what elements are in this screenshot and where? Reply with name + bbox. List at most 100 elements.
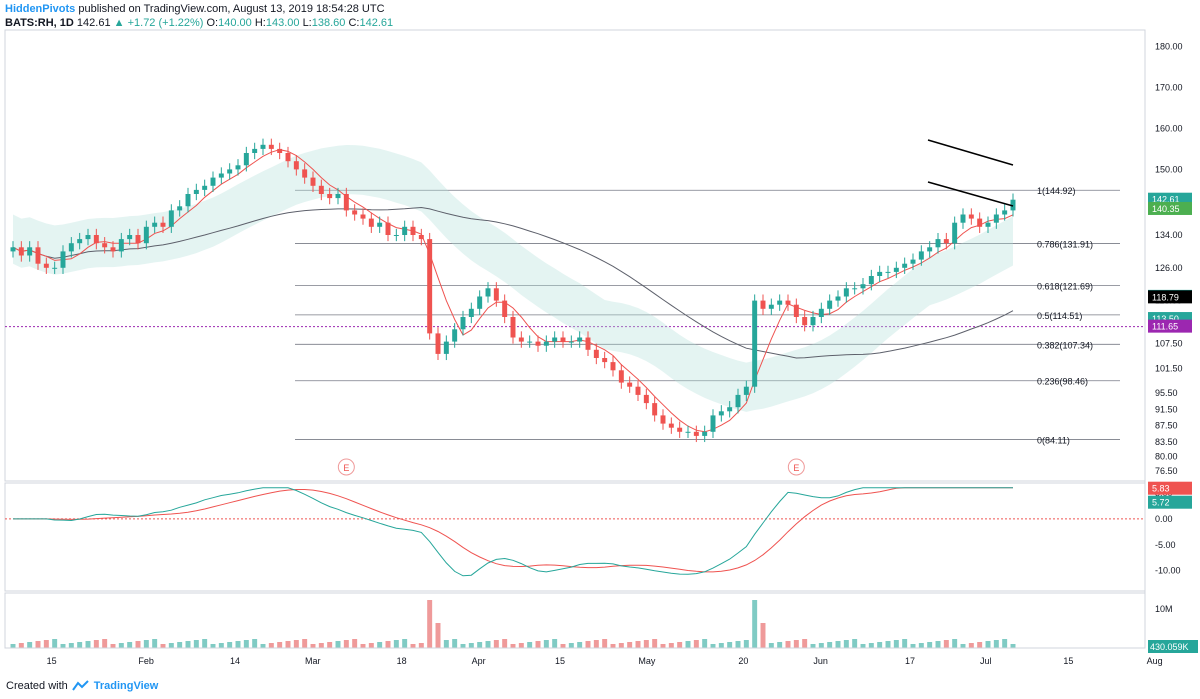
volume-bar [485, 641, 491, 648]
volume-bar [1002, 639, 1008, 648]
volume-bar [527, 642, 533, 648]
price-tick-label: 180.00 [1155, 41, 1183, 51]
volume-bar [793, 640, 799, 648]
price-tick-label: 150.00 [1155, 164, 1183, 174]
volume-bar [135, 641, 141, 648]
volume-bar [827, 642, 833, 648]
price-tick-label: 76.50 [1155, 466, 1178, 476]
candle-body [135, 235, 141, 244]
candle-body [77, 239, 83, 244]
candle-body [860, 284, 866, 289]
footer: Created with TradingView [6, 680, 158, 692]
price-label-text: 113.50 [1152, 314, 1179, 324]
candle-body [952, 222, 958, 244]
candle-body [768, 304, 774, 309]
candle-body [985, 222, 991, 227]
volume-bar [35, 641, 41, 648]
volume-bar [735, 641, 741, 648]
volume-bar [843, 640, 849, 648]
volume-bar [693, 640, 699, 648]
candle-body [252, 148, 258, 153]
candle-body [677, 427, 683, 432]
candle-body [702, 431, 708, 436]
candle-body [427, 239, 433, 334]
candle-body [352, 210, 358, 215]
volume-bar [27, 642, 33, 648]
author-link[interactable]: HiddenPivots [5, 3, 76, 15]
candle-body [760, 300, 766, 309]
volume-bar [985, 641, 991, 648]
candle-body [243, 153, 249, 166]
volume-bar [785, 641, 791, 648]
candle-body [685, 431, 691, 433]
candle-body [293, 161, 299, 170]
volume-bar [185, 641, 191, 648]
candle-body [160, 222, 166, 227]
volume-bar [535, 641, 541, 648]
price-label-tag [1148, 201, 1192, 215]
volume-bar [452, 639, 458, 648]
volume-bar [810, 644, 816, 648]
volume-bar [768, 643, 774, 648]
time-tick-label: 17 [905, 656, 915, 666]
low-value: 138.60 [311, 17, 346, 29]
candle-body [10, 247, 16, 252]
candle-body [635, 386, 641, 395]
candle-body [627, 382, 633, 387]
candle-body [543, 341, 549, 346]
price-tick-label: 126.00 [1155, 263, 1183, 273]
candle-body [710, 415, 716, 432]
fib-level-label: 0.382(107.34) [1037, 340, 1093, 350]
volume-bar [260, 644, 266, 648]
volume-axis-label: 10M [1155, 604, 1173, 614]
volume-bar [68, 643, 74, 648]
candle-body [535, 341, 541, 346]
candle-body [735, 394, 741, 408]
candle-body [493, 288, 499, 301]
time-tick-label: 18 [397, 656, 407, 666]
price-tick-label: 101.50 [1155, 363, 1183, 373]
volume-bar [760, 623, 766, 648]
volume-bar [510, 644, 516, 648]
time-tick-label: 20 [738, 656, 748, 666]
macd-tick-label: 0.00 [1155, 514, 1173, 524]
volume-bar [635, 641, 641, 648]
candle-body [977, 218, 983, 227]
volume-bar [293, 640, 299, 648]
close-value: 142.61 [359, 17, 394, 29]
volume-bar [802, 639, 808, 648]
symbol-label: BATS:RH, 1D [5, 17, 74, 29]
macd-line [13, 487, 1013, 577]
tradingview-brand-link[interactable]: TradingView [93, 680, 159, 692]
volume-bar [277, 642, 283, 648]
candle-body [793, 304, 799, 317]
volume-bar [877, 642, 883, 648]
candle-body [227, 169, 233, 174]
candle-body [327, 194, 333, 199]
candle-body [443, 341, 449, 354]
volume-bar [10, 644, 16, 648]
volume-bar [460, 644, 466, 648]
candle-body [885, 271, 891, 273]
volume-bar [960, 644, 966, 648]
macd-label-text: 5.83 [1152, 484, 1170, 494]
candle-body [660, 415, 666, 424]
volume-bar [752, 600, 758, 648]
price-tick-label: 87.50 [1155, 421, 1178, 431]
candle-body [468, 308, 474, 317]
volume-bar [743, 640, 749, 648]
fib-level-label: 0.618(121.69) [1037, 281, 1093, 291]
candle-body [943, 239, 949, 244]
legend-row: BATS:RH, 1D 142.61 ▲ +1.72 (+1.22%) O:14… [5, 17, 393, 29]
open-label: O: [206, 17, 219, 29]
candle-body [168, 210, 174, 227]
volume-bar [968, 643, 974, 648]
candle-body [752, 300, 758, 387]
volume-bar [552, 639, 558, 648]
candle-body [268, 144, 274, 149]
candle-body [452, 329, 458, 342]
volume-bar [252, 639, 258, 648]
price-chart[interactable]: 180.00170.00160.00150.00142.00134.00126.… [0, 0, 1200, 678]
volume-bar [118, 643, 124, 648]
candle-body [143, 226, 149, 244]
